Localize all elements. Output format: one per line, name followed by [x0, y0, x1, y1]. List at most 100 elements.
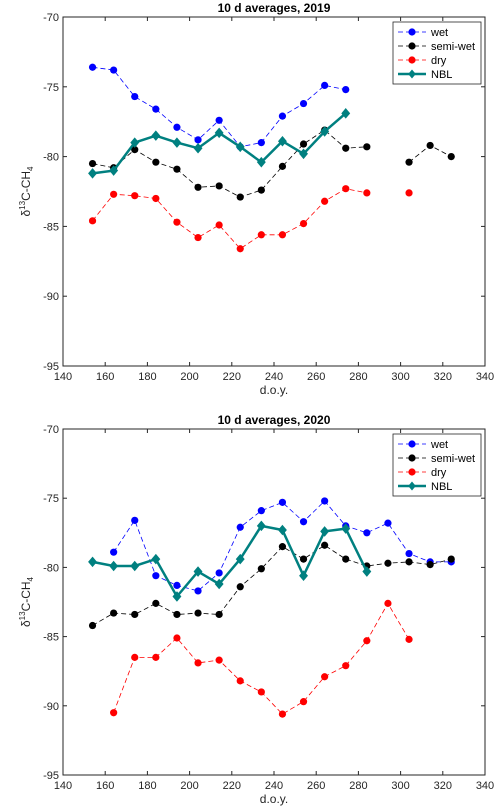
data-point-NBL	[88, 556, 97, 568]
series-dry	[110, 599, 413, 718]
data-point-semi-wet	[88, 159, 97, 168]
chart-title: 10 d averages, 2019	[218, 1, 331, 15]
data-point-dry	[278, 231, 287, 239]
data-point-NBL	[88, 168, 97, 179]
x-tick-label: 280	[349, 780, 367, 792]
y-tick-label: -80	[43, 562, 59, 574]
data-point-wet	[321, 497, 329, 505]
data-point-wet	[173, 123, 181, 131]
y-tick-label: -90	[43, 701, 59, 713]
x-tick-label: 280	[349, 371, 367, 383]
data-point-semi-wet	[447, 555, 455, 563]
x-tick-label: 320	[434, 780, 452, 792]
series-semi-wet	[88, 541, 455, 630]
data-point-wet	[299, 518, 308, 526]
data-point-dry	[173, 218, 181, 226]
data-point-wet	[215, 569, 223, 577]
x-tick-label: 260	[307, 780, 325, 792]
x-tick-label: 200	[180, 780, 198, 792]
data-point-wet	[152, 572, 160, 580]
data-point-wet	[278, 498, 287, 506]
data-point-wet	[194, 587, 202, 595]
data-point-dry	[152, 653, 160, 661]
x-tick-label: 200	[180, 371, 198, 383]
data-point-semi-wet	[405, 558, 413, 566]
data-point-NBL	[193, 142, 203, 154]
data-point-dry	[131, 653, 139, 661]
data-point-wet	[110, 548, 118, 556]
data-point-wet	[215, 116, 223, 124]
data-point-wet	[257, 139, 265, 147]
x-axis-label: d.o.y.	[260, 792, 288, 806]
data-point-NBL	[256, 156, 266, 168]
data-point-NBL	[130, 137, 140, 148]
data-point-semi-wet	[110, 609, 118, 617]
data-point-NBL	[256, 520, 266, 532]
data-point-dry	[152, 194, 160, 203]
y-tick-label: -80	[43, 152, 59, 164]
x-tick-label: 320	[434, 371, 452, 383]
data-point-dry	[194, 659, 202, 667]
y-tick-label: -85	[43, 632, 59, 644]
legend-marker-dry	[408, 56, 416, 64]
chart-panel-2: 10 d averages, 2020 140 160 180 200 220 240 260…	[18, 413, 494, 806]
series-line-semi-wet	[92, 544, 452, 626]
data-point-wet	[257, 507, 265, 515]
data-point-dry	[257, 231, 265, 239]
data-point-semi-wet	[173, 165, 181, 173]
legend-label-NBL: NBL	[431, 481, 452, 493]
legend-label-wet: wet	[430, 27, 448, 39]
data-point-NBL	[341, 108, 351, 119]
data-point-NBL	[151, 130, 161, 141]
x-tick-label: 340	[476, 780, 494, 792]
data-point-NBL	[109, 560, 119, 572]
data-point-dry	[236, 245, 244, 253]
x-tick-label: 340	[476, 371, 494, 383]
x-tick-label: 240	[265, 371, 283, 383]
y-tick-label: -90	[43, 291, 59, 303]
data-point-semi-wet	[173, 610, 181, 619]
data-point-dry	[110, 190, 118, 198]
legend: wet semi-wet dry NBL	[392, 433, 482, 497]
x-tick-label: 180	[138, 371, 156, 383]
data-point-wet	[236, 523, 244, 531]
data-point-wet	[110, 66, 118, 74]
data-point-semi-wet	[321, 541, 329, 549]
data-point-dry	[342, 185, 350, 193]
data-point-NBL	[214, 578, 224, 590]
y-axis-label: δ13C-CH4	[18, 576, 35, 627]
chart-panel-1: 10 d averages, 2019 140 160 180 200 220 240 260…	[18, 1, 494, 397]
legend-marker-dry	[408, 468, 416, 476]
data-point-wet	[299, 99, 308, 108]
data-point-semi-wet	[426, 561, 434, 569]
x-tick-label: 160	[96, 371, 114, 383]
data-point-dry	[110, 709, 118, 717]
legend-label-dry: dry	[431, 55, 447, 67]
data-point-semi-wet	[363, 143, 371, 151]
data-point-wet	[173, 581, 181, 589]
data-point-NBL	[235, 553, 245, 565]
data-point-dry	[405, 189, 413, 197]
data-point-semi-wet	[152, 599, 160, 607]
data-point-semi-wet	[426, 141, 434, 150]
series-dry	[88, 185, 413, 253]
data-point-NBL	[277, 135, 287, 147]
data-point-wet	[278, 112, 287, 120]
data-point-NBL	[277, 524, 287, 536]
y-tick-label: -75	[43, 82, 59, 94]
data-point-wet	[131, 92, 139, 101]
data-point-wet	[384, 519, 392, 527]
data-point-semi-wet	[131, 610, 139, 619]
data-point-semi-wet	[257, 186, 265, 194]
data-point-semi-wet	[405, 158, 413, 166]
data-point-semi-wet	[194, 609, 202, 617]
data-point-wet	[321, 81, 329, 90]
data-point-dry	[363, 189, 371, 197]
y-tick-label: -85	[43, 221, 59, 233]
data-point-semi-wet	[278, 543, 287, 551]
data-point-dry	[299, 698, 308, 706]
series-line-NBL	[92, 524, 368, 599]
data-point-dry	[88, 217, 97, 225]
x-tick-label: 160	[96, 780, 114, 792]
